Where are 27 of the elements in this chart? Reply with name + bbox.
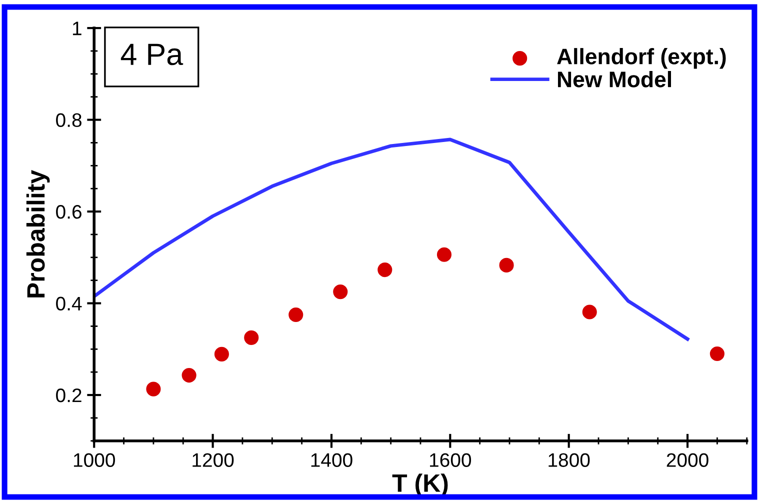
point xyxy=(182,368,196,383)
point xyxy=(333,284,348,300)
point xyxy=(378,262,392,278)
y-axis-title: Probability xyxy=(26,170,50,298)
point xyxy=(244,330,259,345)
line-series xyxy=(94,138,690,341)
y-tick-label: 0.4 xyxy=(56,296,82,311)
x-tick-label: 1600 xyxy=(430,453,472,467)
point xyxy=(710,346,724,362)
point xyxy=(288,307,304,322)
point xyxy=(146,382,161,396)
y-tick-label: 0.8 xyxy=(56,113,82,128)
y-tick-label: 1 xyxy=(72,22,82,36)
x-tick-label: 2000 xyxy=(666,453,708,467)
point xyxy=(436,247,452,262)
y-tick-label: 0.6 xyxy=(56,205,82,219)
y-tick-label: 0.2 xyxy=(56,388,82,402)
x-tick-label: 1200 xyxy=(192,453,234,467)
legend-label: Allendorf (expt.) xyxy=(557,48,726,69)
point xyxy=(582,304,597,320)
legend-label: New Model xyxy=(558,70,671,88)
x-tick-label: 1400 xyxy=(311,453,352,467)
point xyxy=(214,346,229,362)
x-tick-label: 1000 xyxy=(74,453,115,467)
point xyxy=(499,258,514,272)
x-tick-label: 1800 xyxy=(548,453,590,467)
annotation: 4 Pa xyxy=(120,44,184,66)
